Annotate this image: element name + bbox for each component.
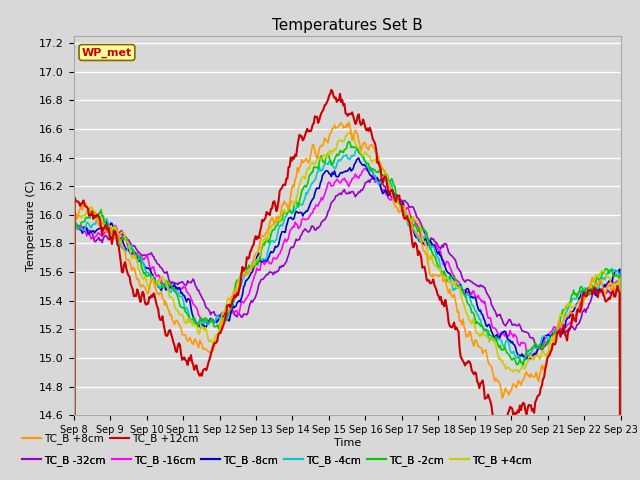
Line: TC_B -32cm: TC_B -32cm [74, 176, 621, 480]
TC_B -8cm [605, 278, 612, 284]
Line: TC_B -2cm: TC_B -2cm [74, 142, 621, 480]
TC_B -4cm [330, 164, 337, 169]
TC_B -2cm [367, 168, 374, 174]
TC_B +8cm [333, 125, 340, 131]
TC_B +12cm [520, 400, 527, 406]
TC_B +12cm [331, 95, 339, 101]
TC_B +8cm [605, 281, 612, 287]
TC_B +12cm [334, 97, 342, 103]
Line: TC_B -16cm: TC_B -16cm [74, 168, 621, 480]
X-axis label: Time: Time [333, 438, 361, 448]
TC_B -32cm [366, 180, 374, 185]
TC_B -16cm [397, 198, 404, 204]
Y-axis label: Temperature (C): Temperature (C) [26, 180, 36, 271]
TC_B -4cm [397, 199, 404, 205]
TC_B -16cm [333, 176, 340, 182]
TC_B -32cm [369, 173, 377, 179]
TC_B -2cm [520, 362, 527, 368]
TC_B +12cm [397, 201, 404, 207]
TC_B +4cm [367, 156, 374, 162]
TC_B -16cm [605, 282, 612, 288]
Line: TC_B -4cm: TC_B -4cm [74, 149, 621, 480]
Line: TC_B +8cm: TC_B +8cm [74, 122, 621, 480]
TC_B -16cm [520, 339, 527, 345]
TC_B -8cm [520, 354, 527, 360]
TC_B -8cm [367, 173, 374, 179]
TC_B +4cm [397, 206, 404, 212]
TC_B +4cm [520, 365, 527, 371]
TC_B -2cm [330, 160, 337, 166]
TC_B -4cm [333, 162, 340, 168]
TC_B +4cm [333, 143, 340, 148]
TC_B -16cm [330, 183, 337, 189]
TC_B -2cm [397, 199, 404, 205]
TC_B -4cm [520, 360, 527, 366]
Legend: TC_B -32cm, TC_B -16cm, TC_B -8cm, TC_B -4cm, TC_B -2cm, TC_B +4cm: TC_B -32cm, TC_B -16cm, TC_B -8cm, TC_B … [18, 451, 536, 470]
TC_B -2cm [345, 139, 353, 144]
TC_B -4cm [354, 146, 362, 152]
TC_B +8cm [345, 120, 353, 125]
TC_B -8cm [355, 155, 362, 161]
TC_B -8cm [397, 199, 404, 205]
TC_B -2cm [605, 270, 612, 276]
TC_B -8cm [330, 171, 337, 177]
TC_B -16cm [367, 165, 374, 171]
TC_B -32cm [605, 288, 612, 294]
TC_B +8cm [520, 377, 527, 383]
TC_B +12cm [328, 87, 335, 93]
TC_B +8cm [397, 208, 404, 214]
TC_B +8cm [330, 125, 337, 131]
TC_B -16cm [366, 167, 374, 172]
Legend: TC_B +8cm, TC_B +12cm: TC_B +8cm, TC_B +12cm [18, 429, 202, 448]
TC_B +4cm [346, 130, 354, 135]
TC_B -32cm [397, 198, 404, 204]
TC_B +8cm [367, 142, 374, 148]
TC_B -2cm [333, 151, 340, 157]
TC_B -8cm [333, 174, 340, 180]
Title: Temperatures Set B: Temperatures Set B [272, 18, 422, 34]
Text: WP_met: WP_met [82, 48, 132, 58]
TC_B +12cm [367, 127, 374, 133]
TC_B +4cm [605, 275, 612, 281]
Line: TC_B -8cm: TC_B -8cm [74, 158, 621, 480]
TC_B -32cm [330, 197, 337, 203]
TC_B -4cm [367, 167, 374, 172]
Line: TC_B +12cm: TC_B +12cm [74, 90, 621, 480]
TC_B +12cm [605, 295, 612, 301]
TC_B -32cm [333, 193, 340, 199]
TC_B -32cm [520, 328, 527, 334]
Line: TC_B +4cm: TC_B +4cm [74, 132, 621, 480]
TC_B +4cm [330, 149, 337, 155]
TC_B -4cm [605, 270, 612, 276]
